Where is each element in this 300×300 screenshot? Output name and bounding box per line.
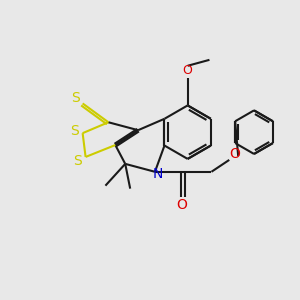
Text: S: S (70, 124, 79, 138)
Text: N: N (153, 167, 163, 181)
Text: S: S (73, 154, 82, 168)
Text: O: O (229, 147, 240, 161)
Text: O: O (183, 64, 193, 77)
Text: O: O (176, 199, 187, 212)
Text: S: S (71, 92, 80, 106)
